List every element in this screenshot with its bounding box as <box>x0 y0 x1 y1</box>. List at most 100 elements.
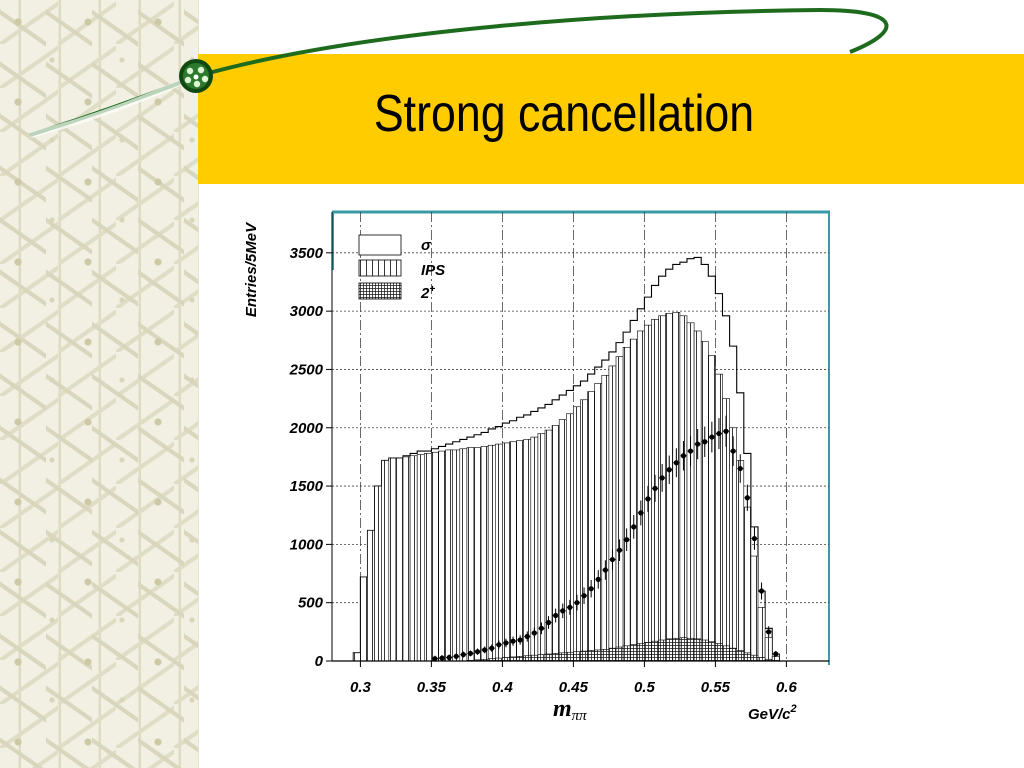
histogram-bar <box>367 530 375 662</box>
histogram-bar <box>360 576 368 662</box>
data-point <box>631 524 637 530</box>
data-point <box>602 567 608 573</box>
histogram-bar <box>558 652 567 662</box>
histogram-bar <box>466 447 475 662</box>
histogram-bar <box>700 341 709 662</box>
data-point <box>553 612 559 619</box>
x-axis-label: mππ <box>553 696 587 724</box>
data-point <box>524 633 530 640</box>
data-points-layer <box>431 415 779 662</box>
series-ips <box>352 311 780 662</box>
histogram-bar <box>707 355 716 662</box>
histogram-bar <box>615 646 624 662</box>
histogram-bar <box>594 649 603 662</box>
histogram-bar <box>750 654 759 662</box>
data-point <box>460 651 466 658</box>
histogram-bar <box>352 652 361 662</box>
histogram-bar <box>580 650 588 662</box>
histogram-bar <box>644 642 652 662</box>
histogram-bar <box>402 456 411 662</box>
histogram-bar <box>381 460 390 662</box>
histogram-bar <box>530 654 539 662</box>
histogram-bar <box>587 650 595 662</box>
data-point <box>687 448 694 454</box>
data-point <box>702 439 708 445</box>
data-point <box>560 608 566 614</box>
histogram-bar <box>658 639 666 662</box>
histogram-outline <box>352 256 780 661</box>
y-tick-label: 500 <box>298 595 324 612</box>
data-point <box>446 654 452 661</box>
histogram-bar <box>494 443 503 662</box>
data-point <box>645 496 651 502</box>
histogram-bar <box>459 448 468 662</box>
data-point <box>695 441 701 447</box>
data-point <box>709 434 715 440</box>
y-tick-label: 2000 <box>289 420 324 437</box>
histogram-bar <box>551 425 560 662</box>
page-title: Strong cancellation <box>373 85 755 143</box>
data-point <box>474 649 481 655</box>
histogram-bar <box>764 637 773 662</box>
data-point <box>616 547 623 553</box>
x-tick-label: 0.35 <box>417 679 447 696</box>
data-point <box>538 625 545 631</box>
histogram-bar <box>480 446 489 662</box>
data-point <box>652 485 658 491</box>
histogram-bar <box>551 653 560 662</box>
data-point <box>730 448 736 454</box>
histogram-bar <box>693 330 702 662</box>
histogram-bar <box>636 330 645 662</box>
data-point <box>773 651 779 657</box>
legend-label: 2+ <box>420 284 435 302</box>
histogram-bar <box>452 449 461 662</box>
histogram-bar <box>722 645 730 662</box>
data-point <box>453 653 459 659</box>
histogram-bar <box>622 645 631 662</box>
histogram-bar <box>615 356 624 662</box>
data-point <box>744 495 750 501</box>
histogram-bar <box>516 440 524 662</box>
histogram-bar <box>665 313 674 662</box>
x-axis-unit-superscript: 2 <box>790 703 797 715</box>
histogram-bar <box>558 419 567 662</box>
data-point <box>737 465 743 472</box>
y-tick-label: 2500 <box>289 361 324 378</box>
data-point <box>766 629 772 635</box>
histogram-bar <box>700 639 709 662</box>
histogram-bar <box>573 406 581 662</box>
data-point <box>581 593 587 599</box>
histogram-bar <box>743 506 752 662</box>
y-tick-label: 1000 <box>290 536 324 553</box>
histogram-bar <box>743 652 752 662</box>
histogram-bar <box>736 650 745 662</box>
histogram-bar <box>608 647 617 662</box>
data-point <box>659 475 665 481</box>
histogram-bar <box>580 399 588 662</box>
histogram-bar <box>438 450 446 662</box>
data-point <box>588 586 594 592</box>
background-molecule-pattern <box>0 0 199 768</box>
x-tick-label: 0.45 <box>559 679 589 696</box>
data-point <box>489 645 495 651</box>
y-axis-label: Entries/5MeV <box>243 221 260 317</box>
histogram-bar <box>601 649 610 662</box>
atom-icon <box>179 59 213 93</box>
histogram-bar <box>523 439 532 662</box>
histogram-bar <box>537 654 546 662</box>
data-point <box>496 642 502 648</box>
data-point <box>482 647 488 653</box>
histogram-bar <box>672 637 681 662</box>
histogram-bar <box>636 643 645 662</box>
data-point <box>439 655 445 661</box>
axes: 0.3 0.35 0.4 0.45 0.5 0.55 0.6 0 500 1000 1500 2000… <box>289 212 829 696</box>
data-point <box>609 556 616 563</box>
data-point <box>503 640 509 646</box>
histogram-bar <box>487 444 496 662</box>
series-layer <box>352 256 780 662</box>
histogram-bar <box>736 460 745 662</box>
histogram-bar <box>502 442 510 662</box>
x-tick-label: 0.5 <box>634 679 656 696</box>
